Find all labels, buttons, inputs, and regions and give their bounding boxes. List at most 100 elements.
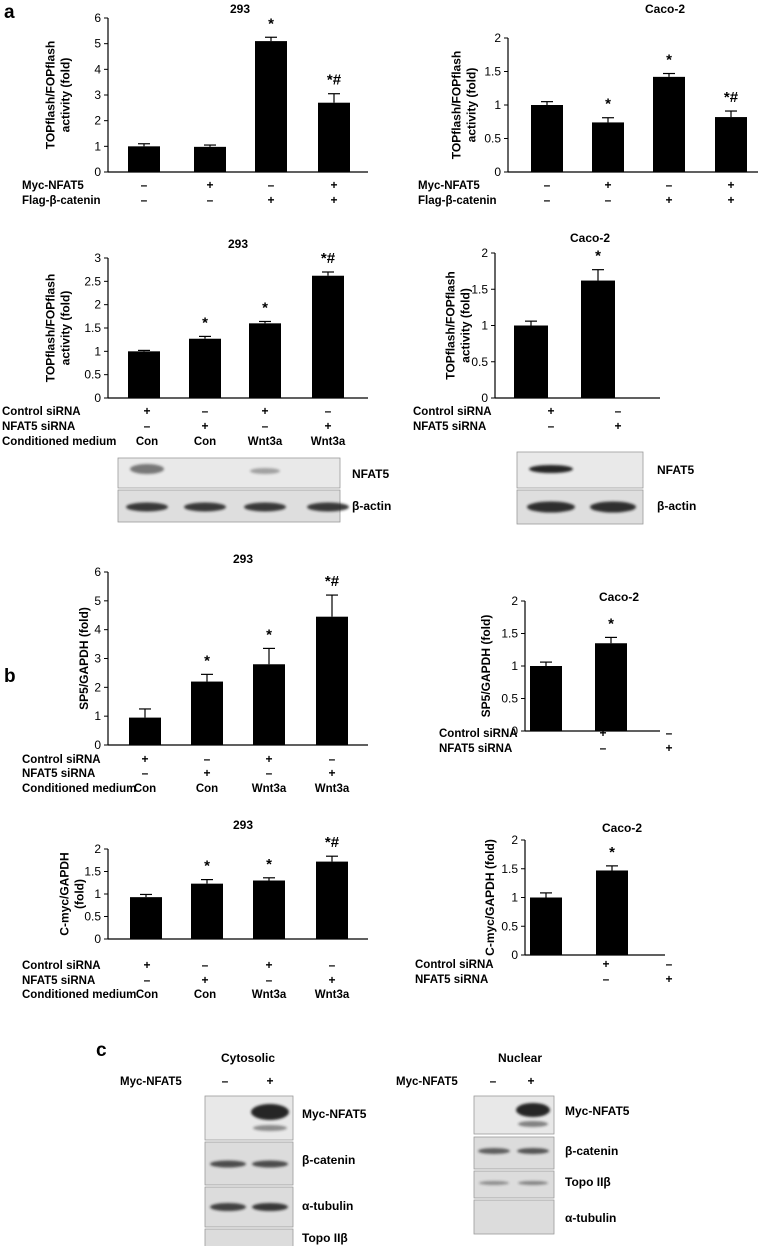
bar bbox=[253, 664, 285, 745]
y-tick-label: 1 bbox=[511, 891, 518, 905]
blot-band bbox=[250, 468, 280, 474]
condition-value: + bbox=[265, 958, 272, 972]
chart-title: Caco-2 bbox=[570, 231, 610, 245]
blot-band bbox=[251, 1104, 289, 1120]
condition-value: + bbox=[547, 404, 554, 418]
y-tick-label: 2 bbox=[94, 842, 101, 856]
western-blot-cytosolic: Cytosolic Myc-NFAT5 – + Myc-NFAT5 β-catenin α-… bbox=[120, 1051, 367, 1246]
condition-value: – bbox=[615, 404, 622, 418]
chart-title: Caco-2 bbox=[602, 821, 642, 835]
blot-band bbox=[184, 502, 226, 512]
condition-label: NFAT5 siRNA bbox=[413, 421, 486, 433]
significance-marker: * bbox=[605, 96, 611, 113]
y-tick-label: 0 bbox=[511, 948, 518, 962]
condition-value: Con bbox=[194, 989, 216, 1001]
condition-value: – bbox=[141, 178, 148, 192]
condition-value: Con bbox=[134, 783, 156, 795]
y-tick-label: 3 bbox=[94, 251, 101, 265]
y-axis-label: activity (fold) bbox=[465, 68, 479, 143]
y-tick-label: 1 bbox=[481, 319, 488, 333]
condition-label: NFAT5 siRNA bbox=[22, 768, 95, 780]
condition-value: – bbox=[548, 419, 555, 433]
condition-value: + bbox=[727, 193, 734, 207]
condition-value: – bbox=[141, 193, 148, 207]
condition-value: – bbox=[325, 404, 332, 418]
condition-value: – bbox=[262, 419, 269, 433]
panel-label-c: c bbox=[96, 1040, 107, 1061]
blot-label: Myc-NFAT5 bbox=[565, 1104, 630, 1118]
condition-value: Con bbox=[194, 436, 216, 448]
condition-label: Myc-NFAT5 bbox=[396, 1076, 458, 1088]
chart-a3-293-sirna: 293 TOPflash/FOPflash activity (fold) 0 0.5 1… bbox=[2, 237, 368, 448]
condition-value: + bbox=[267, 193, 274, 207]
y-tick-label: 2 bbox=[94, 298, 101, 312]
y-tick-label: 0 bbox=[94, 932, 101, 946]
condition-label: Control siRNA bbox=[413, 406, 492, 418]
bar bbox=[253, 880, 285, 939]
significance-marker: * bbox=[609, 844, 615, 861]
blot-band bbox=[210, 1160, 246, 1168]
bar bbox=[653, 76, 685, 172]
condition-label: Myc-NFAT5 bbox=[418, 180, 480, 192]
chart-title: 293 bbox=[230, 2, 250, 16]
significance-marker: * bbox=[262, 299, 268, 316]
condition-label: Myc-NFAT5 bbox=[120, 1076, 182, 1088]
condition-value: – bbox=[207, 193, 214, 207]
condition-label: Control siRNA bbox=[439, 728, 518, 740]
bar bbox=[312, 275, 344, 398]
significance-marker: * bbox=[666, 52, 672, 69]
significance-marker: *# bbox=[321, 250, 336, 267]
y-axis-label: SP5/GAPDH (fold) bbox=[479, 615, 493, 718]
blot-band bbox=[516, 1103, 550, 1117]
blot-band bbox=[479, 1181, 509, 1185]
condition-value: + bbox=[206, 178, 213, 192]
condition-value: + bbox=[665, 193, 672, 207]
condition-value: + bbox=[328, 766, 335, 780]
y-tick-label: 0 bbox=[94, 391, 101, 405]
condition-value: – bbox=[544, 193, 551, 207]
significance-marker: * bbox=[608, 615, 614, 632]
bar bbox=[194, 146, 226, 172]
bar bbox=[530, 666, 562, 731]
condition-value: – bbox=[605, 193, 612, 207]
condition-value: – bbox=[600, 741, 607, 755]
y-tick-label: 0.5 bbox=[84, 368, 101, 382]
y-axis-label: SP5/GAPDH (fold) bbox=[77, 607, 91, 710]
y-axis-label: TOPflash/FOPflash bbox=[44, 41, 58, 149]
condition-value: Wnt3a bbox=[248, 436, 283, 448]
significance-marker: * bbox=[266, 856, 272, 873]
y-axis-label: activity (fold) bbox=[59, 58, 73, 133]
bar bbox=[581, 280, 615, 398]
bar bbox=[191, 883, 223, 939]
condition-value: Con bbox=[136, 436, 158, 448]
bar bbox=[715, 117, 747, 172]
condition-label: Control siRNA bbox=[22, 754, 101, 766]
condition-label: NFAT5 siRNA bbox=[415, 974, 488, 986]
condition-value: + bbox=[599, 726, 606, 740]
blot-label: β-catenin bbox=[302, 1153, 355, 1167]
condition-value: – bbox=[142, 766, 149, 780]
y-tick-label: 1.5 bbox=[501, 627, 518, 641]
significance-marker: * bbox=[204, 858, 210, 875]
y-axis-label: activity (fold) bbox=[459, 288, 473, 363]
y-tick-label: 4 bbox=[94, 623, 101, 637]
condition-value: + bbox=[330, 193, 337, 207]
y-tick-label: 3 bbox=[94, 652, 101, 666]
blot-band bbox=[517, 1148, 549, 1154]
condition-value: – bbox=[666, 178, 673, 192]
bar bbox=[189, 338, 221, 398]
condition-value: + bbox=[604, 178, 611, 192]
condition-value: – bbox=[268, 178, 275, 192]
blot-band bbox=[210, 1203, 246, 1211]
y-tick-label: 1.5 bbox=[484, 65, 501, 79]
y-axis-label: activity (fold) bbox=[59, 291, 73, 366]
condition-value: – bbox=[666, 957, 673, 971]
condition-value: + bbox=[201, 419, 208, 433]
blot-band bbox=[244, 502, 286, 512]
bar bbox=[530, 897, 562, 955]
condition-value: – bbox=[666, 726, 673, 740]
y-tick-label: 2 bbox=[494, 31, 501, 45]
y-tick-label: 3 bbox=[94, 88, 101, 102]
significance-marker: *# bbox=[325, 834, 340, 851]
condition-value: + bbox=[201, 973, 208, 987]
